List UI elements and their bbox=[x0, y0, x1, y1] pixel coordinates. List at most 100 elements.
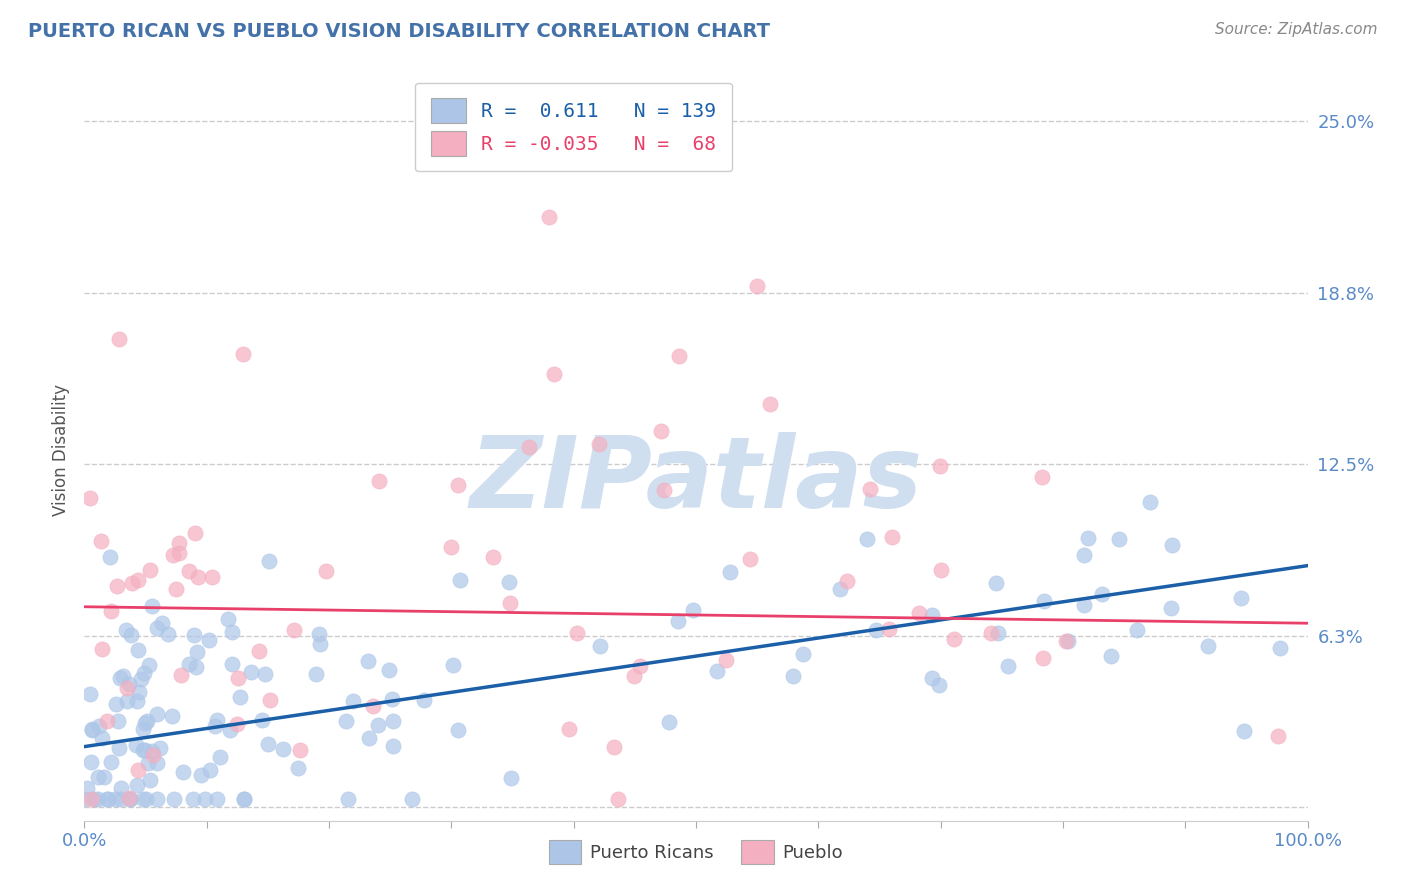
Point bbox=[308, 637, 330, 651]
Point bbox=[79, 491, 101, 505]
Point bbox=[79, 687, 101, 701]
Point bbox=[877, 623, 900, 637]
Point bbox=[134, 665, 156, 680]
Point bbox=[221, 624, 243, 639]
Point bbox=[120, 628, 142, 642]
Point bbox=[177, 564, 200, 578]
Point bbox=[139, 563, 162, 577]
Point bbox=[90, 642, 112, 657]
Point bbox=[1197, 639, 1219, 653]
Point bbox=[167, 535, 190, 549]
Point bbox=[501, 771, 523, 785]
Point bbox=[987, 626, 1010, 640]
Point bbox=[538, 211, 561, 225]
Point bbox=[1267, 730, 1289, 744]
Point bbox=[232, 347, 254, 361]
Point bbox=[179, 657, 201, 671]
Point bbox=[650, 425, 672, 439]
Point bbox=[186, 645, 208, 659]
Point bbox=[108, 332, 131, 346]
Point bbox=[127, 643, 149, 657]
Point bbox=[219, 723, 242, 737]
Point bbox=[90, 533, 112, 548]
Point bbox=[118, 791, 141, 805]
Point bbox=[132, 722, 155, 736]
Point bbox=[1032, 594, 1054, 608]
Point bbox=[139, 773, 162, 788]
Point bbox=[588, 437, 610, 451]
Point bbox=[257, 554, 280, 568]
Point bbox=[440, 541, 463, 555]
Point bbox=[1160, 601, 1182, 615]
Y-axis label: Vision Disability: Vision Disability bbox=[52, 384, 70, 516]
Point bbox=[172, 765, 194, 780]
Point bbox=[558, 722, 581, 736]
Point bbox=[401, 791, 423, 805]
Point bbox=[271, 742, 294, 756]
Point bbox=[1077, 531, 1099, 545]
Legend: Puerto Ricans, Pueblo: Puerto Ricans, Pueblo bbox=[541, 833, 851, 871]
Point bbox=[138, 658, 160, 673]
Point bbox=[287, 761, 309, 775]
Point bbox=[150, 616, 173, 631]
Point bbox=[782, 669, 804, 683]
Point bbox=[96, 714, 118, 728]
Point bbox=[986, 576, 1008, 591]
Point bbox=[315, 564, 337, 578]
Point bbox=[828, 582, 851, 597]
Point bbox=[146, 707, 169, 722]
Point bbox=[357, 654, 380, 668]
Point bbox=[83, 791, 105, 805]
Point bbox=[449, 574, 471, 588]
Point bbox=[134, 743, 156, 757]
Point bbox=[482, 550, 505, 565]
Point bbox=[181, 791, 204, 805]
Point bbox=[714, 653, 737, 667]
Point bbox=[942, 632, 965, 646]
Point bbox=[499, 596, 522, 610]
Point bbox=[335, 714, 357, 729]
Point bbox=[623, 669, 645, 683]
Point bbox=[104, 791, 127, 805]
Point bbox=[1126, 623, 1149, 637]
Point bbox=[217, 612, 239, 626]
Point bbox=[125, 738, 148, 752]
Point bbox=[135, 791, 157, 805]
Point bbox=[1090, 586, 1112, 600]
Point bbox=[628, 659, 651, 673]
Point bbox=[114, 624, 136, 638]
Point bbox=[589, 639, 612, 653]
Point bbox=[198, 763, 221, 777]
Point bbox=[110, 781, 132, 796]
Point bbox=[129, 672, 152, 686]
Point bbox=[253, 666, 276, 681]
Point bbox=[381, 739, 404, 753]
Point bbox=[792, 647, 814, 661]
Point bbox=[543, 368, 565, 382]
Point bbox=[146, 791, 169, 805]
Point bbox=[858, 483, 880, 497]
Point bbox=[87, 791, 110, 805]
Point bbox=[160, 709, 183, 723]
Point bbox=[1108, 532, 1130, 546]
Point bbox=[706, 664, 728, 678]
Point bbox=[232, 791, 254, 805]
Point bbox=[142, 747, 165, 762]
Point bbox=[229, 690, 252, 705]
Point bbox=[80, 755, 103, 769]
Point bbox=[226, 671, 249, 685]
Point bbox=[381, 692, 404, 706]
Point bbox=[91, 731, 114, 745]
Point bbox=[565, 626, 588, 640]
Point bbox=[908, 606, 931, 620]
Point bbox=[169, 546, 191, 560]
Point bbox=[125, 778, 148, 792]
Point bbox=[447, 723, 470, 738]
Point bbox=[929, 563, 952, 577]
Point bbox=[1160, 538, 1182, 552]
Point bbox=[740, 552, 762, 566]
Point bbox=[146, 756, 169, 770]
Point bbox=[1232, 723, 1254, 738]
Point bbox=[118, 677, 141, 691]
Point bbox=[1056, 634, 1078, 648]
